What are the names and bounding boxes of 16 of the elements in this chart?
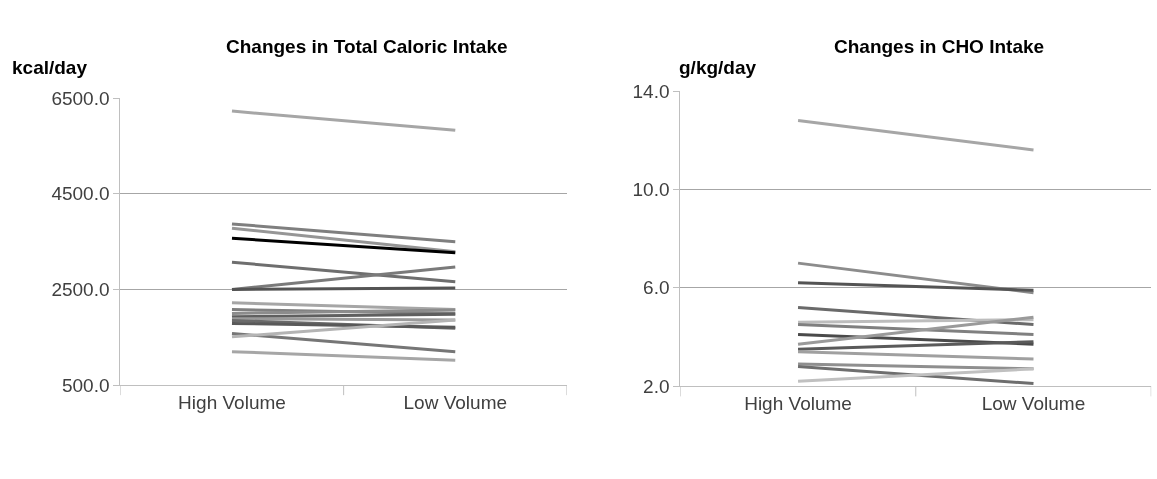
y-tick-label: 14.0 — [632, 80, 670, 102]
x-tick-label: Low Volume — [403, 391, 508, 413]
y-tick-label: 2.0 — [643, 375, 670, 397]
y-axis-title: kcal/day — [12, 57, 88, 78]
chart-title: Changes in Total Caloric Intake — [226, 36, 508, 57]
x-tick-label: High Volume — [744, 392, 852, 414]
y-tick-label: 10.0 — [632, 179, 670, 201]
chart-title: Changes in CHO Intake — [834, 36, 1045, 57]
y-tick-label: 2500.0 — [51, 279, 110, 301]
y-tick-label: 6500.0 — [51, 87, 110, 109]
y-tick-label: 4500.0 — [51, 183, 110, 205]
y-tick-label: 6.0 — [643, 277, 670, 299]
y-tick-label: 500.0 — [61, 374, 110, 396]
y-axis-title: g/kg/day — [679, 57, 757, 78]
x-tick-label: High Volume — [178, 391, 286, 413]
x-tick-label: Low Volume — [981, 392, 1086, 414]
